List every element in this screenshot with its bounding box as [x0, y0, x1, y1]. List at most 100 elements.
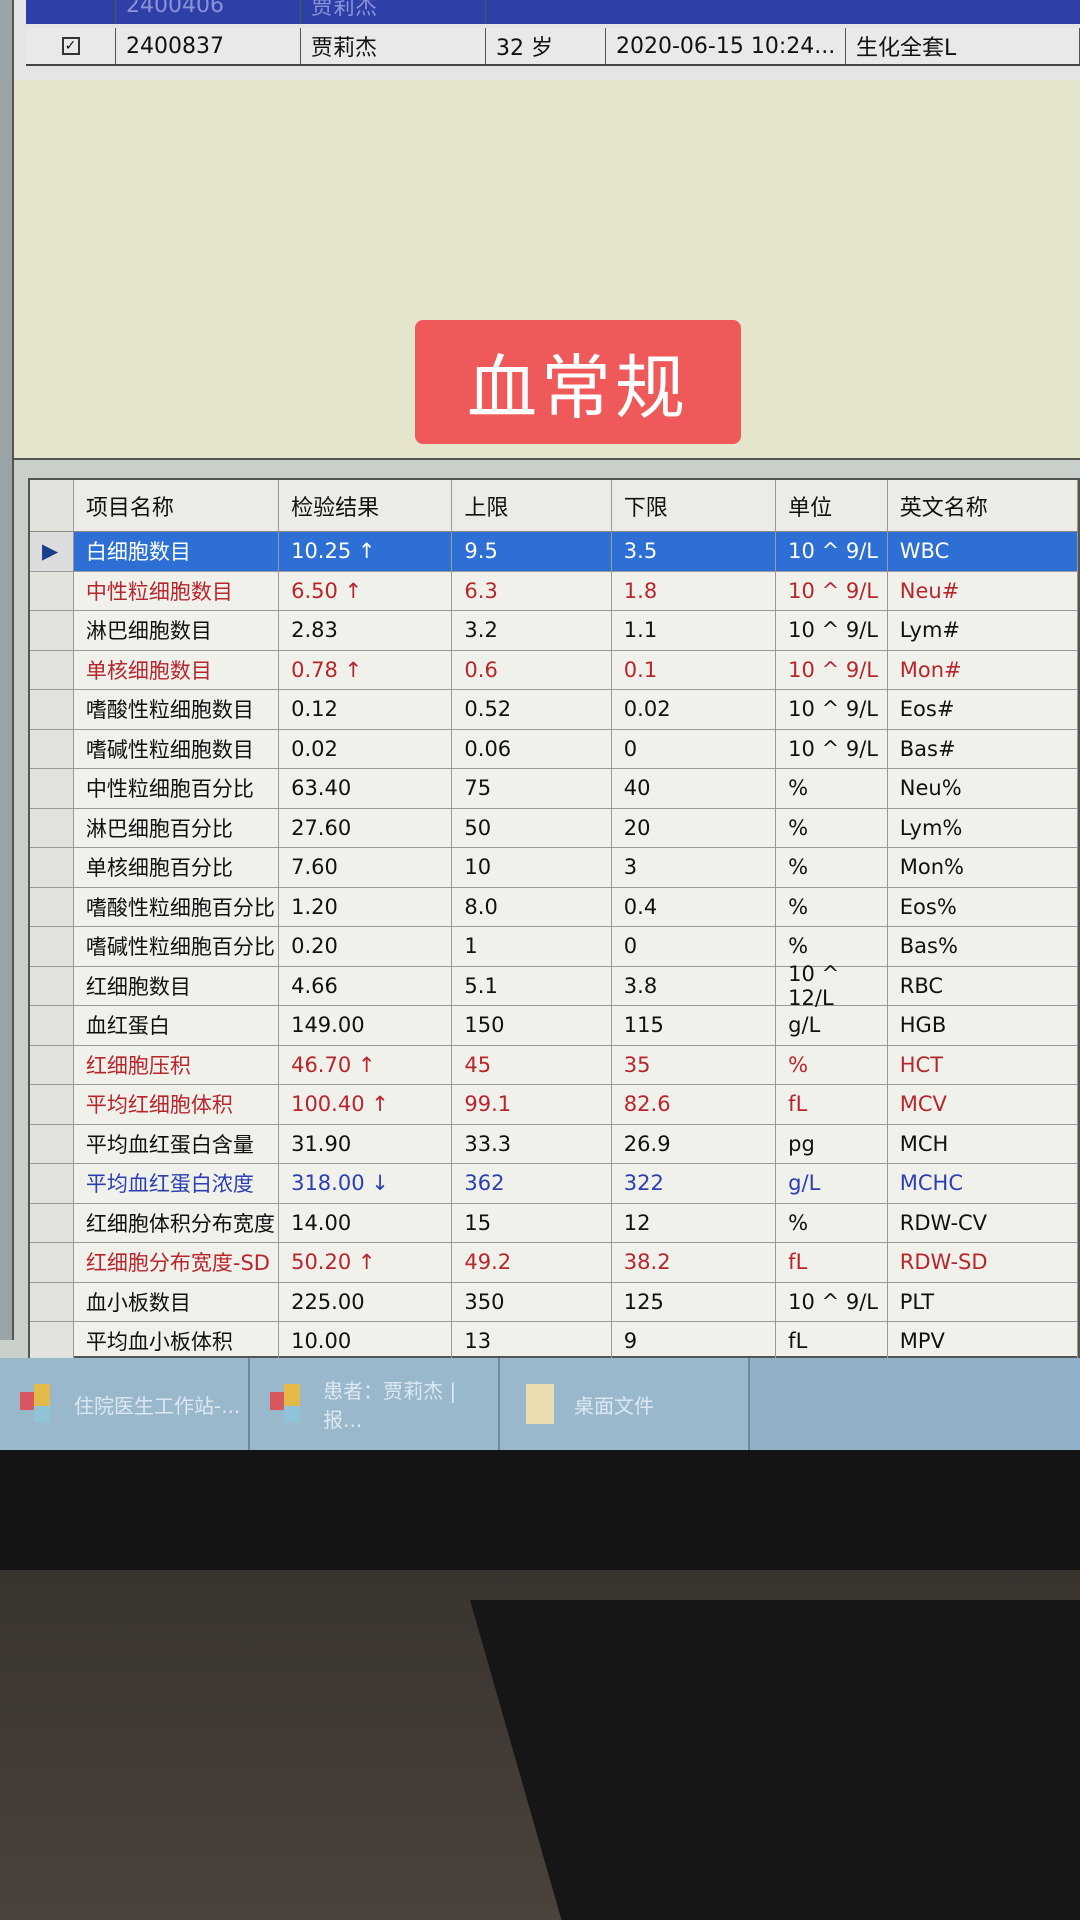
cell-lower: 82.6	[612, 1085, 777, 1124]
col-header[interactable]: 上限	[452, 480, 612, 531]
row-header[interactable]	[30, 1045, 74, 1084]
table-row[interactable]: 中性粒细胞数目 6.50 ↑ 6.3 1.8 10 ^ 9/L Neu#	[30, 571, 1079, 611]
row-header[interactable]	[30, 611, 74, 650]
cell-lower: 1.1	[612, 611, 777, 650]
col-header[interactable]: 单位	[776, 480, 888, 531]
cell-result: 27.60	[279, 808, 453, 847]
cell-unit: %	[776, 1203, 888, 1242]
cell-name: 红细胞体积分布宽度	[74, 1203, 280, 1242]
cell-result: 4.66	[279, 966, 453, 1005]
cell-name: 红细胞压积	[74, 1045, 280, 1084]
row-header[interactable]	[30, 1322, 74, 1361]
cell-result: 10.25 ↑	[279, 532, 453, 571]
table-row[interactable]: 淋巴细胞数目 2.83 3.2 1.1 10 ^ 9/L Lym#	[30, 611, 1079, 651]
col-header[interactable]: 下限	[612, 480, 777, 531]
row-header[interactable]	[30, 1282, 74, 1321]
cell-upper: 13	[452, 1322, 612, 1361]
checkbox-checked[interactable]: ✓	[61, 37, 80, 55]
app-icon	[20, 1384, 60, 1424]
cell-en: RDW-SD	[888, 1243, 1079, 1282]
cell-result: 1.20	[279, 887, 453, 926]
table-row[interactable]: 红细胞分布宽度-SD 50.20 ↑ 49.2 38.2 fL RDW-SD	[30, 1243, 1079, 1283]
cell-name: 嗜碱性粒细胞数目	[74, 729, 280, 768]
cell-name: 红细胞数目	[74, 966, 280, 1005]
patient-list: 2400406 贾莉杰 ✓ 2400837 贾莉杰 32 岁 2020-06-1…	[14, 0, 1080, 80]
row-header[interactable]	[30, 729, 74, 768]
patient-id: 2400406	[116, 0, 301, 24]
table-row[interactable]: 嗜碱性粒细胞百分比 0.20 1 0% Bas%	[30, 927, 1079, 967]
cell-en: MCV	[888, 1085, 1079, 1124]
col-header[interactable]: 项目名称	[74, 480, 280, 531]
cell-lower: 12	[612, 1203, 777, 1242]
col-header[interactable]: 检验结果	[279, 480, 453, 531]
row-header[interactable]	[30, 848, 74, 887]
row-header[interactable]	[30, 1164, 74, 1203]
table-row[interactable]: 平均血红蛋白浓度 318.00 ↓ 362 322 g/L MCHC	[30, 1164, 1079, 1204]
row-header[interactable]	[30, 1203, 74, 1242]
cell-upper: 50	[452, 808, 612, 847]
cell-result: 0.78 ↑	[279, 650, 453, 689]
table-row[interactable]: 血红蛋白 149.00 150 115 g/L HGB	[30, 1006, 1079, 1046]
col-header[interactable]: 英文名称	[888, 480, 1079, 531]
patient-name: 贾莉杰	[301, 28, 486, 64]
table-row[interactable]: 嗜碱性粒细胞数目 0.02 0.06 0 10 ^ 9/L Bas#	[30, 729, 1079, 769]
taskbar-item[interactable]: 桌面文件	[500, 1358, 750, 1450]
table-row[interactable]: 嗜酸性粒细胞百分比 1.20 8.0 0.4% Eos%	[30, 887, 1079, 927]
table-row[interactable]: 单核细胞百分比 7.60 10 3% Mon%	[30, 848, 1079, 888]
row-header[interactable]	[30, 650, 74, 689]
table-row[interactable]: ▶ 白细胞数目 10.25 ↑ 9.5 3.5 10 ^ 9/L WBC	[30, 532, 1079, 572]
cell-en: Mon%	[888, 848, 1079, 887]
cell-lower: 9	[612, 1322, 777, 1361]
cell-upper: 15	[452, 1203, 612, 1242]
cell-en: HGB	[888, 1006, 1079, 1045]
left-panel-edge	[0, 0, 14, 1340]
row-header[interactable]	[30, 769, 74, 808]
row-header[interactable]	[30, 887, 74, 926]
table-row[interactable]: 平均血红蛋白含量 31.90 33.3 26.9 pg MCH	[30, 1124, 1079, 1164]
table-row[interactable]: 血小板数目 225.00 350 125 10 ^ 9/L PLT	[30, 1282, 1079, 1322]
cell-unit: %	[776, 887, 888, 926]
row-header[interactable]	[30, 1243, 74, 1282]
cell-upper: 1	[452, 927, 612, 966]
row-pointer-icon[interactable]: ▶	[30, 532, 74, 571]
patient-row[interactable]: ✓ 2400837 贾莉杰 32 岁 2020-06-15 10:24... 生…	[26, 28, 1080, 66]
table-row[interactable]: 红细胞数目 4.66 5.1 3.8 10 ^ 12/L RBC	[30, 962, 1079, 1010]
cell-en: RBC	[888, 966, 1079, 1005]
taskbar-item-label: 桌面文件	[574, 1393, 654, 1418]
cell-en: HCT	[888, 1045, 1079, 1084]
table-row[interactable]: 红细胞体积分布宽度 14.00 15 12% RDW-CV	[30, 1203, 1079, 1243]
cell-unit: %	[776, 1045, 888, 1084]
table-row[interactable]: 平均红细胞体积 100.40 ↑ 99.1 82.6 fL MCV	[30, 1085, 1079, 1125]
table-row[interactable]: 平均血小板体积 10.00 13 9 fL MPV	[30, 1322, 1079, 1362]
cell-lower: 40	[612, 769, 777, 808]
taskbar-item[interactable]: 患者：贾莉杰 | 报...	[250, 1358, 500, 1450]
cell-en: Lym%	[888, 808, 1079, 847]
cell-result: 31.90	[279, 1124, 453, 1163]
cell-lower: 125	[612, 1282, 777, 1321]
row-header[interactable]	[30, 808, 74, 847]
cell-name: 平均血红蛋白含量	[74, 1124, 280, 1163]
row-header[interactable]	[30, 1085, 74, 1124]
cell-upper: 0.6	[452, 650, 612, 689]
cell-en: Bas#	[888, 729, 1079, 768]
table-row[interactable]: 嗜酸性粒细胞数目 0.12 0.52 0.02 10 ^ 9/L Eos#	[30, 690, 1079, 730]
row-header[interactable]	[30, 1006, 74, 1045]
patient-row[interactable]: 2400406 贾莉杰	[26, 0, 1080, 24]
table-row[interactable]: 淋巴细胞百分比 27.60 50 20% Lym%	[30, 808, 1079, 848]
cell-name: 平均血小板体积	[74, 1322, 280, 1361]
cell-unit: fL	[776, 1322, 888, 1361]
row-checkbox-cell[interactable]: ✓	[26, 28, 116, 64]
row-header[interactable]	[30, 1124, 74, 1163]
row-header[interactable]	[30, 690, 74, 729]
row-checkbox-cell[interactable]	[26, 0, 116, 24]
table-row[interactable]: 中性粒细胞百分比 63.40 75 40% Neu%	[30, 769, 1079, 809]
row-header[interactable]	[30, 966, 74, 1005]
cell-upper: 5.1	[452, 966, 612, 1005]
cell-upper: 49.2	[452, 1243, 612, 1282]
taskbar-item[interactable]: 住院医生工作站-...	[0, 1358, 250, 1450]
row-header[interactable]	[30, 571, 74, 610]
cell-upper: 75	[452, 769, 612, 808]
row-header[interactable]	[30, 927, 74, 966]
table-row[interactable]: 红细胞压积 46.70 ↑ 45 35% HCT	[30, 1045, 1079, 1085]
table-row[interactable]: 单核细胞数目 0.78 ↑ 0.6 0.1 10 ^ 9/L Mon#	[30, 650, 1079, 690]
